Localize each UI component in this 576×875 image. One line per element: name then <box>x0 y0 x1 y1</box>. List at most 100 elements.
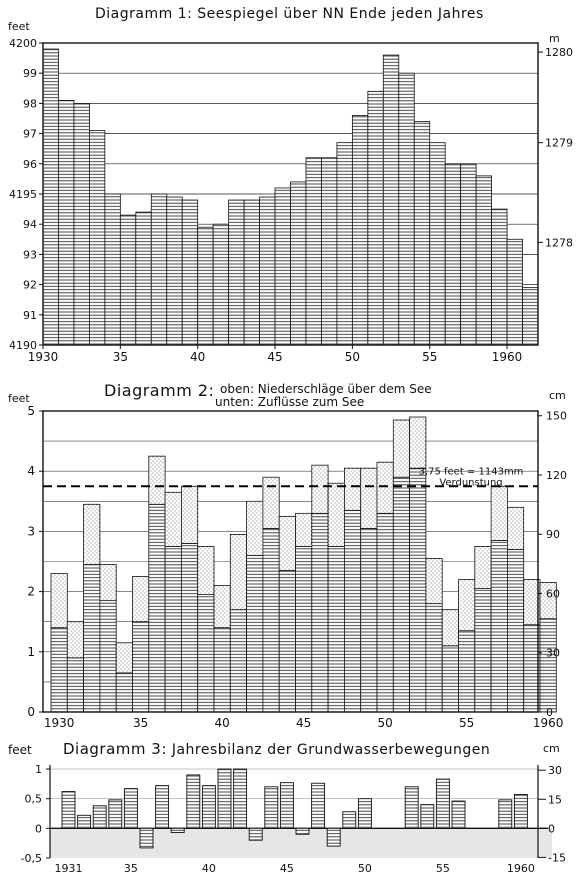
d3-bar <box>92 805 107 829</box>
d2-right-tick-label: 0 <box>546 706 553 719</box>
d1-ytick-label: 4190 <box>9 339 37 352</box>
d3-bar <box>498 799 513 829</box>
d3-xtick-label: 40 <box>202 862 216 875</box>
d1-right-tick-label: 1279 <box>545 137 573 150</box>
d3-bar <box>123 788 138 829</box>
d2-ytick-label: 1 <box>27 645 35 659</box>
d2-evaporation-label2: Verdunstung <box>439 477 502 488</box>
d2-right-tick-label: 90 <box>546 528 560 541</box>
diagram-3-title: Diagramm 3: Jahresbilanz der Grundwasser… <box>63 740 490 758</box>
d3-bar <box>513 794 528 829</box>
d1-ytick-label: 97 <box>23 128 37 141</box>
diagram-2-plot: 3,75 feet = 1143mmVerdunstung01234503060… <box>27 404 567 730</box>
d2-ytick-label: 2 <box>27 585 35 599</box>
d2-xtick-label: 45 <box>296 716 311 730</box>
d2-bar-precip <box>50 573 68 629</box>
d3-right-tick-label: 0 <box>548 822 555 835</box>
d1-ytick-label: 4195 <box>9 188 37 201</box>
diagram-1: Diagramm 1: Seespiegel über NN Ende jede… <box>0 0 576 370</box>
diagram-2-subtitle-top: oben: Niederschläge über dem See <box>220 382 432 396</box>
d2-bar-precip <box>425 558 443 605</box>
d2-bar-precip <box>506 506 525 550</box>
d3-bar <box>326 827 341 847</box>
diagram-3-left-unit: feet <box>8 743 32 757</box>
d1-right-tick-label: 1278 <box>545 236 573 249</box>
d3-bar <box>248 827 263 841</box>
d2-right-tick-label: 120 <box>546 469 567 482</box>
d3-bar <box>404 786 419 829</box>
d1-ytick-label: 99 <box>23 67 37 80</box>
d2-bar-precip <box>539 582 557 620</box>
d1-xtick-label: 55 <box>422 350 437 364</box>
d1-xtick-label: 40 <box>190 350 205 364</box>
d2-bar-precip <box>409 416 427 469</box>
diagram-1-left-unit: feet <box>8 20 30 33</box>
d1-ytick-label: 91 <box>23 309 37 322</box>
d3-bar <box>420 804 435 829</box>
d3-xtick-label: 1960 <box>507 862 535 875</box>
d3-bar <box>342 811 357 829</box>
d3-ytick-label: 0,5 <box>25 793 43 806</box>
d2-xtick-label: 50 <box>378 716 393 730</box>
d1-ytick-label: 92 <box>23 279 37 292</box>
d3-bar <box>77 814 92 829</box>
d2-frame <box>42 410 539 713</box>
d3-bar <box>435 778 450 829</box>
diagram-2-subtitle-bottom: unten: Zuflüsse zum See <box>215 395 365 409</box>
diagram-3-subtitle: Jahresbilanz der Grundwasserbewegungen <box>171 742 491 758</box>
d1-xtick-label: 1960 <box>492 350 523 364</box>
diagram-1-title-label: Diagramm 1: <box>95 6 193 22</box>
d2-xtick-label: 55 <box>459 716 474 730</box>
diagram-2-left-unit: feet <box>8 392 30 405</box>
d3-bar <box>295 827 310 835</box>
d2-xtick-label: 1930 <box>44 716 75 730</box>
d3-bar <box>61 791 76 829</box>
d3-ytick-label: 0 <box>35 822 42 835</box>
d1-ytick-label: 4200 <box>9 37 37 50</box>
d2-bar-precip <box>262 476 280 529</box>
diagram-1-title: Diagramm 1: Seespiegel über NN Ende jede… <box>95 6 484 22</box>
d1-ytick-label: 94 <box>23 218 37 231</box>
d2-xtick-label: 40 <box>215 716 230 730</box>
d1-xtick-label: 50 <box>345 350 360 364</box>
d3-right-tick-label: 30 <box>548 764 562 777</box>
d1-ytick-label: 93 <box>23 248 37 261</box>
d3-bar <box>155 785 170 829</box>
diagram-2-title: Diagramm 2: <box>104 381 215 400</box>
diagram-2-right-unit: cm <box>549 389 566 402</box>
d2-ytick-label: 3 <box>27 524 35 538</box>
d3-bar <box>201 785 216 829</box>
d3-right-tick-label: 15 <box>548 793 562 806</box>
d2-ytick-label: 0 <box>27 705 35 719</box>
d1-ytick-label: 98 <box>23 97 37 110</box>
d2-bar-precip <box>148 455 166 505</box>
d1-right-tick-label: 1280 <box>545 46 573 59</box>
d2-ytick-label: 4 <box>27 464 35 478</box>
d2-right-tick-label: 60 <box>546 587 560 600</box>
d3-bar <box>170 827 185 833</box>
d3-bar <box>311 782 326 829</box>
d3-bar <box>279 782 294 829</box>
diagram-1-right-unit: m <box>549 32 560 45</box>
diagram-3-title-label: Diagramm 3: <box>63 740 167 758</box>
d1-ytick-label: 96 <box>23 158 37 171</box>
d2-bar-precip <box>197 546 215 596</box>
d3-bar <box>108 799 123 829</box>
d1-xtick-label: 35 <box>113 350 128 364</box>
d2-bar-precip <box>99 564 117 602</box>
diagram-1-plot: 4190 91 92 93 94 4195 96 97 98 99 4200 1278 1279 1280… <box>9 37 573 364</box>
d2-right-tick-label: 30 <box>546 647 560 660</box>
d3-xtick-label: 45 <box>280 862 294 875</box>
d3-xtick-label: 50 <box>358 862 372 875</box>
d3-bar <box>186 774 201 829</box>
d3-bar <box>233 768 248 829</box>
d3-xtick-label: 1931 <box>55 862 83 875</box>
d1-xtick-label: 1930 <box>28 350 59 364</box>
d2-xtick-label: 35 <box>133 716 148 730</box>
d3-xtick-label: 55 <box>436 862 450 875</box>
d3-bar <box>217 768 232 829</box>
d3-bar <box>139 827 154 849</box>
d2-bar-precip <box>83 503 101 565</box>
